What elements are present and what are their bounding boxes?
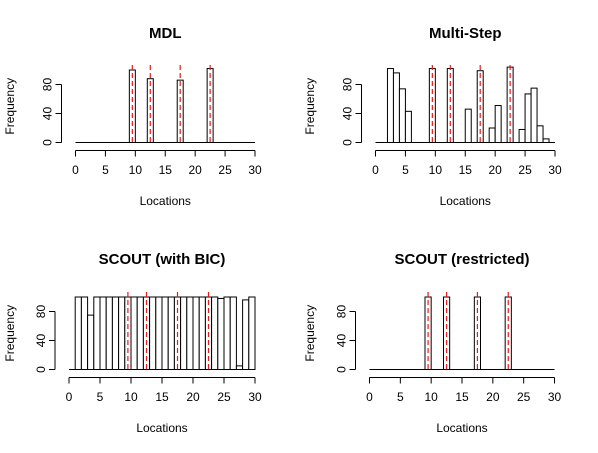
x-tick-label: 0 xyxy=(366,390,373,404)
x-tick-label: 20 xyxy=(488,163,502,177)
y-axis-label: Frequency xyxy=(303,78,317,135)
x-tick-label: 10 xyxy=(429,163,443,177)
histogram-bar xyxy=(242,299,250,370)
x-axis-label: Locations xyxy=(136,421,187,435)
histogram-bar xyxy=(518,128,526,143)
y-tick-label: 0 xyxy=(335,366,349,373)
x-tick-label: 5 xyxy=(102,163,109,177)
x-tick-label: 10 xyxy=(424,390,438,404)
histogram-bar xyxy=(211,296,219,370)
histogram-bar xyxy=(229,296,237,370)
histogram-bar xyxy=(74,296,82,370)
histogram-bar xyxy=(161,296,169,370)
histogram-bar xyxy=(248,296,256,370)
y-axis-label: Frequency xyxy=(3,78,17,135)
x-axis-label: Locations xyxy=(440,194,491,208)
panel-title: SCOUT (restricted) xyxy=(394,251,529,268)
panel-scout-with-bic: SCOUT (with BIC) Locations Frequency 0 40… xyxy=(3,251,262,435)
histogram-bar xyxy=(130,296,138,370)
histogram-bar xyxy=(530,87,538,143)
x-axis-label: Locations xyxy=(436,421,487,435)
histogram-bar xyxy=(176,79,184,143)
histogram-bar xyxy=(217,297,225,371)
histogram-bar xyxy=(464,108,472,143)
histogram-bar xyxy=(494,105,502,143)
x-tick-label: 5 xyxy=(402,163,409,177)
x-tick-label: 20 xyxy=(186,390,200,404)
histogram-bar xyxy=(80,296,89,370)
panel-title: MDL xyxy=(149,25,182,42)
histogram-bar xyxy=(105,296,113,370)
y-tick-label: 0 xyxy=(41,139,55,146)
histogram-bar xyxy=(99,296,107,370)
x-tick-label: 0 xyxy=(66,390,73,404)
x-tick-label: 25 xyxy=(218,163,232,177)
panel-title: SCOUT (with BIC) xyxy=(99,251,226,268)
x-tick-label: 15 xyxy=(459,163,473,177)
x-axis-label: Locations xyxy=(140,194,191,208)
x-tick-label: 30 xyxy=(248,390,262,404)
histogram-bar xyxy=(192,296,200,370)
histogram-bar xyxy=(488,127,496,143)
y-tick-label: 40 xyxy=(34,334,48,348)
y-tick-label: 80 xyxy=(41,78,55,92)
histogram-bar xyxy=(198,296,206,370)
x-tick-label: 10 xyxy=(124,390,138,404)
histogram-bar xyxy=(392,72,400,143)
x-tick-label: 25 xyxy=(518,163,532,177)
panel-mdl: MDL Locations Frequency 0 40 80 0 5 10 15 20 25 3… xyxy=(3,25,262,208)
histogram-bar xyxy=(235,365,244,370)
histogram-bar xyxy=(118,296,126,370)
x-tick-label: 5 xyxy=(397,390,404,404)
panel-multi-step: Multi-Step Locations Frequency 0 40 80 0 5 10… xyxy=(303,25,562,208)
histogram-bar xyxy=(524,93,532,144)
histogram-bar xyxy=(542,138,550,143)
histogram-bar xyxy=(93,296,101,370)
y-tick-label: 0 xyxy=(341,139,355,146)
y-tick-label: 80 xyxy=(341,78,355,92)
x-tick-label: 15 xyxy=(155,390,169,404)
y-tick-label: 40 xyxy=(335,334,349,348)
histogram-bar xyxy=(87,314,95,370)
x-tick-label: 30 xyxy=(548,390,562,404)
x-tick-label: 5 xyxy=(97,390,104,404)
y-axis-label: Frequency xyxy=(303,305,317,362)
x-tick-label: 10 xyxy=(129,163,143,177)
panel-title: Multi-Step xyxy=(429,25,502,42)
x-tick-label: 30 xyxy=(248,163,262,177)
histogram-bar xyxy=(223,296,231,370)
histogram-bar xyxy=(149,296,157,370)
y-tick-label: 40 xyxy=(341,107,355,121)
x-tick-label: 15 xyxy=(455,390,469,404)
y-axis-label: Frequency xyxy=(3,305,17,362)
x-tick-label: 30 xyxy=(548,163,562,177)
y-tick-label: 80 xyxy=(335,305,349,319)
x-tick-label: 25 xyxy=(217,390,231,404)
histogram-bar xyxy=(398,88,406,143)
histogram-bar xyxy=(146,78,154,143)
y-tick-label: 80 xyxy=(34,305,48,319)
x-tick-label: 15 xyxy=(159,163,173,177)
y-tick-label: 0 xyxy=(34,366,48,373)
y-tick-label: 40 xyxy=(41,107,55,121)
x-tick-label: 0 xyxy=(372,163,379,177)
histogram-bar xyxy=(404,110,412,143)
histogram-bar xyxy=(536,125,544,143)
panel-scout-restricted: SCOUT (restricted) Locations Frequency 0… xyxy=(303,251,561,435)
x-tick-label: 20 xyxy=(188,163,202,177)
histogram-bar xyxy=(167,296,175,370)
histogram-bar xyxy=(180,296,188,370)
histogram-bar xyxy=(155,296,163,370)
histogram-bar xyxy=(136,296,144,370)
x-tick-label: 20 xyxy=(486,390,500,404)
histogram-bar xyxy=(111,296,120,370)
histogram-bar xyxy=(186,296,194,370)
histogram-bar xyxy=(386,68,394,143)
x-tick-label: 0 xyxy=(72,163,79,177)
x-tick-label: 25 xyxy=(517,390,531,404)
